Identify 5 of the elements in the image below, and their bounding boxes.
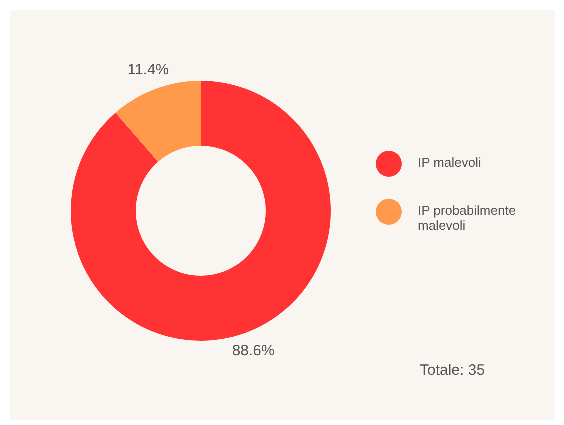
text: Totale: 35 xyxy=(420,362,486,379)
data-label: 88.6% xyxy=(232,342,275,360)
legend-label: IP malevoli xyxy=(418,155,482,170)
legend-label: IP probabilmente malevoli xyxy=(418,203,518,233)
data-label: 11.4% xyxy=(128,62,170,79)
